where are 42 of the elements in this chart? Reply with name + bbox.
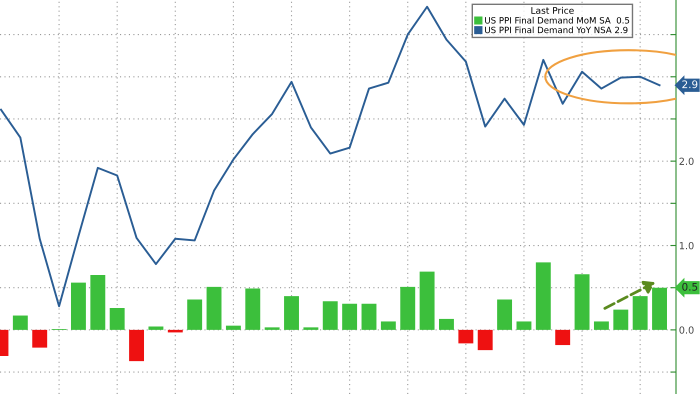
bar [168,330,183,332]
bar [90,275,106,330]
bar [226,326,241,330]
bar [458,330,474,344]
bar [32,330,48,348]
bar [12,316,28,330]
bar [206,286,222,330]
bar [516,321,532,330]
bar [129,330,144,362]
bar [303,327,318,330]
bar [70,282,86,330]
bar [110,308,125,330]
bar [148,326,164,330]
line-series [0,6,661,308]
bar [478,330,493,350]
bar [632,296,648,330]
bar [284,296,299,330]
bar [380,321,396,330]
bar [497,300,512,330]
bar [439,318,454,330]
bar [264,327,280,330]
y-tick-label: 0.0 [679,326,694,334]
bar [187,300,202,330]
legend-label: US PPI Final Demand YoY NSA 2.9 [485,26,628,34]
bar [400,286,416,330]
bar [342,304,358,330]
legend-label: US PPI Final Demand MoM SA 0.5 [485,16,630,24]
bar [574,274,590,330]
bar [594,321,609,330]
bar [613,310,628,330]
legend-title: Last Price [531,6,574,14]
bar [245,288,260,330]
bar [652,288,667,330]
bar [555,330,570,346]
bar [536,262,551,330]
bar [322,301,338,330]
bar [420,272,435,330]
y-tick-label: 2.0 [679,158,694,165]
text: 2.9 [682,80,698,88]
y-tick-label: 1.0 [680,242,694,250]
text: 0.5 [682,282,698,291]
bar [362,304,376,330]
